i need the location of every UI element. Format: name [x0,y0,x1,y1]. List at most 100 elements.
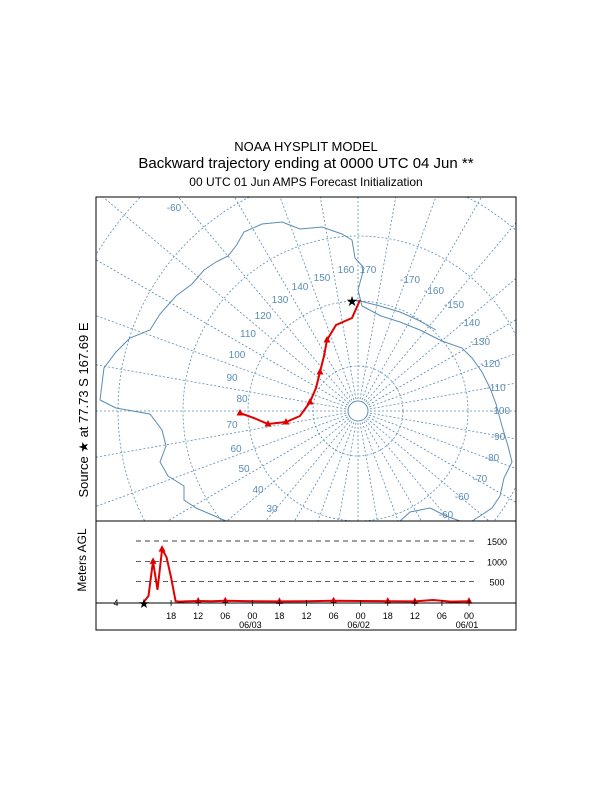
x-tick-label: 18 [274,611,284,621]
meridian-line [359,422,378,521]
coastline-ice-shelf [355,299,437,331]
longitude-label: 170 [360,265,377,276]
height-frame [95,520,517,631]
date-label: 06/01 [456,620,479,630]
longitude-label: 60 [230,444,242,455]
longitude-label: 40 [252,485,264,496]
meridian-line [96,412,347,458]
meridian-line [368,416,516,503]
chart-title: Backward trajectory ending at 0000 UTC 0… [138,155,474,172]
map-trajectory-marker [316,368,324,375]
x-tick-label: 00 [464,611,474,621]
longitude-label: -110 [486,383,506,394]
latitude-label: -60 [439,510,454,521]
meridian-line [368,319,516,406]
y-axis-label: Meters AGL [75,528,89,592]
meridian-line [369,412,516,440]
date-label: 06/02 [347,620,370,630]
meridian-line [338,422,357,521]
meridian-line [319,197,357,400]
meridian-line [96,315,347,408]
longitude-label: -90 [491,432,506,443]
longitude-label: -60 [455,492,470,503]
meridian-line [279,197,355,400]
meridian-line [366,277,516,404]
longitude-label: -160 [424,286,444,297]
y-tick-label: 500 [489,578,504,588]
x-tick-label: 06 [329,611,339,621]
latitude-ring [182,235,516,521]
y-tick-label: 1000 [487,557,507,567]
longitude-label: 100 [229,350,246,361]
meridian-line [233,197,353,401]
meridian-line [361,422,399,521]
longitude-label: -100 [490,406,510,417]
x-tick-label: 00 [247,611,257,621]
meridian-line [369,353,516,408]
meridian-line [361,197,437,400]
x-tick-label: 18 [383,611,393,621]
meridian-line [366,418,490,521]
longitude-label: -140 [460,318,480,329]
meridian-line [96,364,347,410]
coastline [99,221,513,521]
map-trajectory-marker [323,336,331,343]
source-label: Source ★ at 77.73 S 167.69 E [76,322,91,497]
y-tick-label: 1500 [487,537,507,547]
meridian-line [177,197,351,403]
x-tick-label: 12 [301,611,311,621]
date-label: 06/03 [239,620,262,630]
map-trajectory-marker [264,420,272,427]
meridian-line [365,222,516,403]
longitude-label: -70 [473,474,488,485]
meridian-line [317,422,355,521]
meridian-line [359,197,397,400]
x-tick-label: 06 [437,611,447,621]
meridian-line [363,421,422,521]
longitude-label: 70 [226,420,238,431]
longitude-label: -120 [480,359,500,370]
meridian-line [96,414,347,507]
meridian-line [369,382,516,410]
longitude-label: 130 [272,295,289,306]
longitude-label: -80 [485,453,500,464]
meridian-line [365,419,451,521]
x-tick-label: 12 [193,611,203,621]
height-source-star: ★ [138,596,150,611]
longitude-label: 50 [238,464,250,475]
meridian-line [166,416,348,521]
longitude-label: 30 [266,504,278,515]
meridian-line [96,259,348,406]
meridian-line [265,419,351,521]
longitude-label: 110 [240,329,256,340]
meridian-line [226,418,350,521]
longitude-label: -130 [470,337,490,348]
meridian-line [294,421,353,521]
x-tick-label: 12 [410,611,420,621]
chart-title-model: NOAA HYSPLIT MODEL [234,139,378,154]
longitude-label: 90 [226,373,238,384]
longitude-label: 160 [338,265,355,276]
longitude-label: 120 [255,311,272,322]
longitude-label: 140 [292,282,309,293]
chart-subtitle: 00 UTC 01 Jun AMPS Forecast Initializati… [189,175,423,189]
longitude-label: 80 [236,394,248,405]
map-source-star: ★ [346,293,359,309]
meridian-line [102,197,350,404]
map-trajectory-marker [282,418,290,425]
longitude-label: -150 [444,300,464,311]
x-tick-label: 06 [220,611,230,621]
longitude-label: -170 [400,275,420,286]
height-trajectory-marker [149,557,157,564]
height-trajectory-marker [158,545,166,552]
longitude-label: 150 [314,273,331,284]
latitude-label: -60 [167,203,182,214]
map-trajectory-marker [236,409,244,416]
map-trajectory-marker [306,398,314,405]
height-trajectory-line [143,545,470,603]
meridian-line [363,197,483,401]
meridian-line [369,414,516,469]
x-tick-label: 18 [166,611,176,621]
